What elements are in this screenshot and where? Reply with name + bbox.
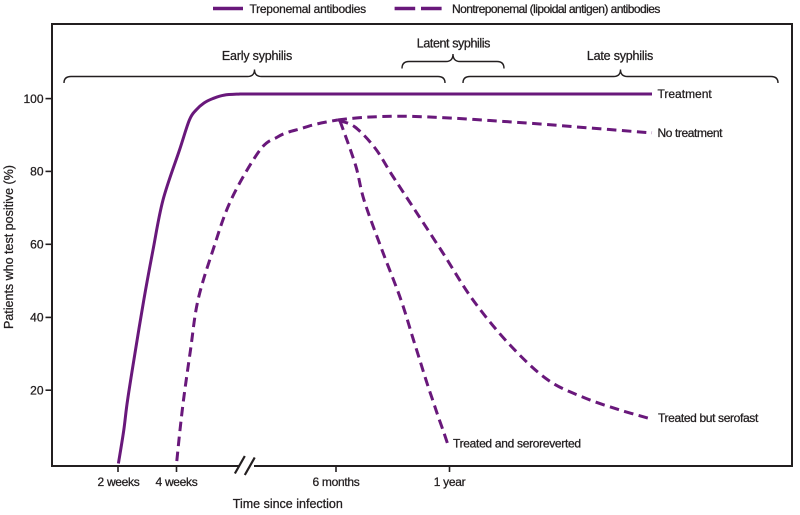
svg-text:80: 80: [30, 165, 44, 179]
svg-text:40: 40: [30, 311, 44, 325]
svg-text:20: 20: [30, 383, 44, 397]
svg-text:1 year: 1 year: [434, 475, 466, 489]
svg-text:No treatment: No treatment: [658, 126, 724, 140]
svg-text:Treponemal antibodies: Treponemal antibodies: [250, 2, 367, 16]
svg-text:Treated and seroreverted: Treated and seroreverted: [453, 437, 581, 451]
svg-text:4 weeks: 4 weeks: [156, 475, 198, 489]
svg-text:Patients who test positive (%): Patients who test positive (%): [2, 165, 16, 329]
svg-text:Early syphilis: Early syphilis: [222, 49, 292, 63]
svg-text:Treatment: Treatment: [658, 87, 713, 101]
svg-text:60: 60: [30, 238, 44, 252]
svg-text:Time since infection: Time since infection: [233, 497, 343, 511]
svg-text:Treated but serofast: Treated but serofast: [658, 411, 759, 425]
svg-text:Nontreponemal (lipoidal antige: Nontreponemal (lipoidal antigen) antibod…: [452, 2, 660, 16]
svg-text:100: 100: [23, 92, 43, 106]
svg-text:Late syphilis: Late syphilis: [587, 49, 653, 63]
svg-text:Latent syphilis: Latent syphilis: [417, 37, 490, 51]
svg-text:2 weeks: 2 weeks: [98, 475, 140, 489]
svg-text:6 months: 6 months: [313, 475, 360, 489]
